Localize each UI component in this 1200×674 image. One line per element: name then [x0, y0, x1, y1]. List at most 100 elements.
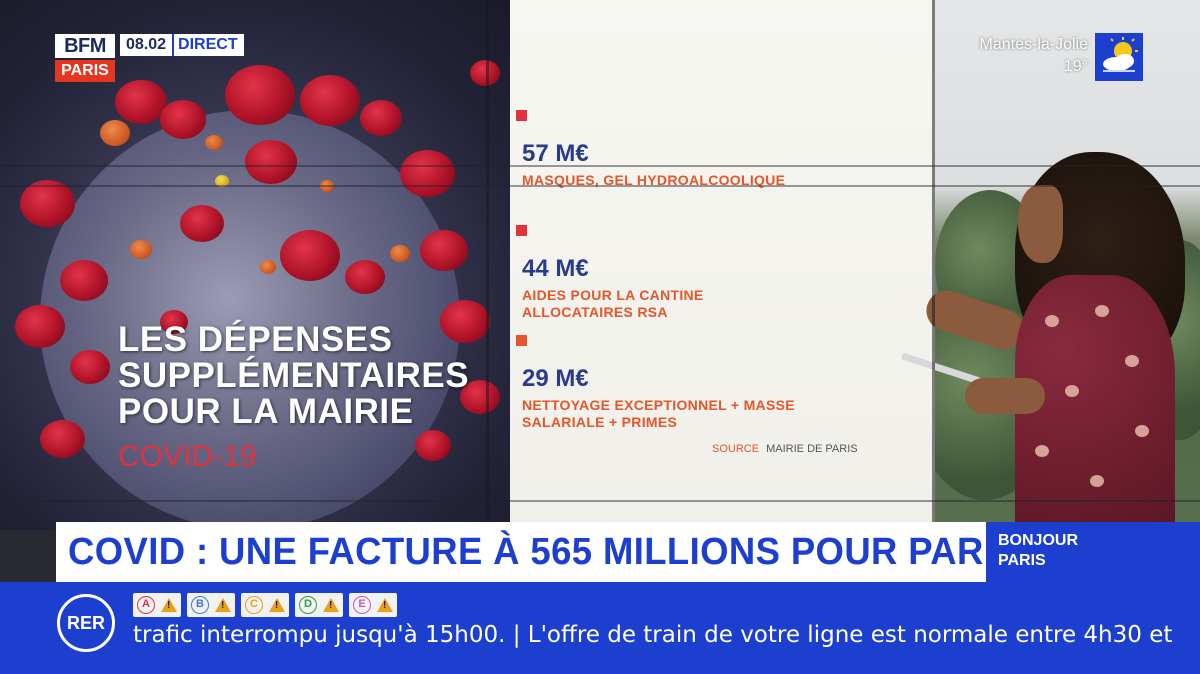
screen-seam [486, 0, 489, 674]
rer-line-chip: A [133, 593, 181, 617]
stat-description-line: NETTOYAGE EXCEPTIONNEL + MASSE [522, 397, 795, 413]
virus-spike [100, 120, 130, 146]
rer-line-chip: C [241, 593, 289, 617]
dress-flower [1095, 305, 1109, 317]
virus-spike [205, 135, 223, 150]
virus-spike [360, 100, 402, 136]
virus-spike [130, 240, 152, 259]
virus-illustration [40, 110, 460, 530]
presenter-face [1018, 185, 1063, 263]
screen-seam [0, 500, 1200, 502]
stat-description: NETTOYAGE EXCEPTIONNEL + MASSE SALARIALE… [522, 397, 795, 431]
stat-marker [516, 335, 527, 346]
virus-spike [440, 300, 490, 343]
virus-spike [420, 230, 468, 271]
rer-line-chip: D [295, 593, 343, 617]
show-tag-line: BONJOUR [998, 532, 1079, 549]
show-tag-line: PARIS [998, 552, 1046, 569]
graphic-title-line: SUPPLÉMENTAIRES [118, 356, 470, 395]
screen-seam [0, 165, 1200, 167]
rer-line-chip: E [349, 593, 397, 617]
virus-spike [20, 180, 75, 227]
dress-flower [1035, 445, 1049, 457]
stat-marker [516, 110, 527, 121]
dress-flower [1045, 315, 1059, 327]
virus-spike [400, 150, 455, 197]
warning-icon [269, 598, 285, 612]
channel-logo: BFM PARIS [55, 34, 115, 82]
clock-time: 08.02 [120, 34, 173, 56]
weather-city: Mantes-la-Jolie [979, 36, 1088, 53]
sun-cloud-icon [1095, 33, 1143, 81]
stat-description-line: AIDES POUR LA CANTINE [522, 287, 704, 303]
rer-line-status-list: A B C D E [133, 593, 397, 617]
virus-spike [40, 420, 85, 458]
dress-flower [1065, 385, 1079, 397]
stat-description-line: MASQUES, GEL HYDROALCOOLIQUE [522, 172, 786, 188]
stat-marker [516, 225, 527, 236]
source-label: SOURCE [712, 443, 760, 455]
virus-graphic-panel: LES DÉPENSES SUPPLÉMENTAIRES POUR LA MAI… [0, 0, 510, 530]
source-credit: SOURCE MAIRIE DE PARIS [712, 443, 858, 455]
graphic-title-line: POUR LA MAIRIE [118, 392, 414, 431]
rer-logo: RER [57, 594, 115, 652]
rer-line-chip: B [187, 593, 235, 617]
virus-spike [345, 260, 385, 294]
stat-value: 29 M€ [522, 365, 589, 392]
virus-spike [115, 80, 167, 124]
stat-description-line: ALLOCATAIRES RSA [522, 304, 668, 320]
rer-line-letter: A [137, 596, 155, 614]
virus-spike [60, 260, 108, 301]
headline-bar: COVID : UNE FACTURE À 565 MILLIONS POUR … [56, 522, 1019, 582]
stats-panel: 57 M€ MASQUES, GEL HYDROALCOOLIQUE 44 M€… [510, 0, 935, 530]
warning-icon [161, 598, 177, 612]
weather-temperature: 19° [1063, 58, 1088, 75]
virus-spike [215, 175, 229, 187]
headline-text: COVID : UNE FACTURE À 565 MILLIONS POUR … [68, 531, 1019, 573]
virus-spike [180, 205, 224, 242]
stat-description: MASQUES, GEL HYDROALCOOLIQUE [522, 172, 785, 189]
virus-spike [160, 100, 206, 139]
warning-icon [377, 598, 393, 612]
dress-flower [1135, 425, 1149, 437]
source-value: MAIRIE DE PARIS [766, 443, 858, 455]
virus-spike [160, 310, 188, 334]
screen-seam [0, 185, 1200, 187]
rer-line-letter: E [353, 596, 371, 614]
stat-item: 29 M€ NETTOYAGE EXCEPTIONNEL + MASSE SAL… [516, 335, 795, 431]
warning-icon [215, 598, 231, 612]
stat-item: 44 M€ AIDES POUR LA CANTINE ALLOCATAIRES… [516, 225, 704, 321]
show-tag: BONJOUR PARIS [986, 522, 1200, 582]
rer-line-letter: D [299, 596, 317, 614]
channel-logo-bottom: PARIS [55, 60, 115, 82]
stat-value: 44 M€ [522, 255, 589, 282]
live-badge: 08.02 DIRECT [120, 34, 244, 56]
virus-spike [470, 60, 500, 86]
rer-line-letter: C [245, 596, 263, 614]
ticker-message: trafic interrompu jusqu'à 15h00. | L'off… [133, 622, 1173, 648]
virus-spike [245, 140, 297, 184]
virus-spike [320, 180, 334, 192]
virus-spike [300, 75, 360, 126]
dress-flower [1090, 475, 1104, 487]
graphic-title-line: LES DÉPENSES [118, 320, 393, 359]
warning-icon [323, 598, 339, 612]
virus-spike [70, 350, 110, 384]
virus-spike [390, 245, 410, 262]
virus-spike [260, 260, 276, 274]
graphic-subtitle: COVID-19 [118, 440, 257, 473]
presenter-hand [965, 378, 1045, 414]
stat-value: 57 M€ [522, 140, 589, 167]
stat-description-line: SALARIALE + PRIMES [522, 414, 678, 430]
stat-description: AIDES POUR LA CANTINE ALLOCATAIRES RSA [522, 287, 704, 321]
dress-flower [1125, 355, 1139, 367]
channel-logo-top: BFM [55, 34, 115, 58]
graphic-title: LES DÉPENSES SUPPLÉMENTAIRES POUR LA MAI… [118, 322, 498, 430]
live-label: DIRECT [172, 34, 244, 56]
rer-line-letter: B [191, 596, 209, 614]
virus-spike [15, 305, 65, 348]
show-tag-text: BONJOUR PARIS [998, 531, 1078, 571]
virus-spike [460, 380, 500, 414]
screen-seam [932, 0, 935, 674]
